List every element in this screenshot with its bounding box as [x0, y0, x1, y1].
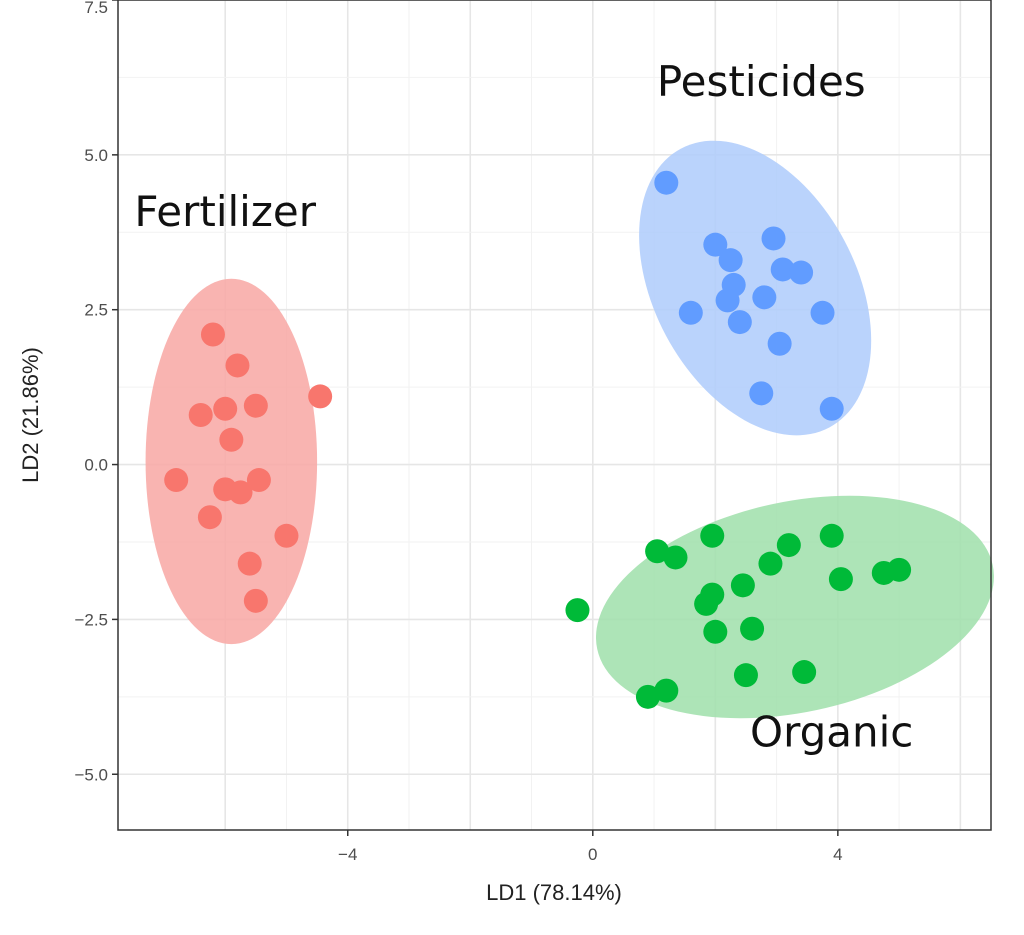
data-point-pesticides — [703, 232, 728, 257]
group-labels: Pesticides Fertilizer Organic — [134, 57, 913, 756]
data-point-organic — [792, 660, 817, 685]
x-axis-title: LD1 (78.14%) — [486, 880, 622, 905]
y-tick-label: 2.5 — [84, 301, 108, 320]
data-point-pesticides — [789, 260, 814, 285]
data-point-organic — [635, 684, 660, 709]
data-point-pesticides — [749, 381, 774, 406]
data-point-fertilizer — [237, 551, 262, 576]
data-point-fertilizer — [200, 322, 225, 347]
data-point-fertilizer — [197, 505, 222, 530]
data-point-organic — [654, 678, 679, 703]
data-point-organic — [828, 567, 853, 592]
data-point-pesticides — [654, 170, 679, 195]
data-point-pesticides — [752, 285, 777, 310]
data-point-pesticides — [678, 300, 703, 325]
y-tick-label: −2.5 — [74, 610, 108, 629]
data-point-fertilizer — [213, 396, 238, 421]
y-tick-label: 5.0 — [84, 146, 108, 165]
data-point-fertilizer — [243, 588, 268, 613]
data-point-fertilizer — [225, 353, 250, 378]
data-point-pesticides — [718, 248, 743, 273]
data-point-pesticides — [727, 310, 752, 335]
x-tick-label: 4 — [833, 845, 842, 864]
group-label-pesticides: Pesticides — [657, 57, 866, 106]
axis-ticks: −4 0 4 7.5 5.0 2.5 0.0 −2.5 −5.0 — [74, 0, 843, 864]
data-point-fertilizer — [219, 427, 244, 452]
data-point-fertilizer — [246, 468, 271, 493]
group-ellipse-pesticides — [639, 140, 872, 436]
data-point-organic — [694, 591, 719, 616]
data-point-pesticides — [767, 331, 792, 356]
x-tick-label: 0 — [588, 845, 597, 864]
data-point-organic — [733, 663, 758, 688]
y-tick-label: 7.5 — [84, 0, 108, 17]
data-point-fertilizer — [228, 480, 253, 505]
group-ellipse-fertilizer — [145, 278, 318, 645]
data-point-organic — [819, 523, 844, 548]
y-tick-label: 0.0 — [84, 456, 108, 475]
data-point-fertilizer — [188, 403, 213, 427]
data-point-pesticides — [715, 288, 740, 313]
y-axis-title: LD2 (21.86%) — [18, 347, 43, 483]
data-point-organic — [663, 545, 688, 570]
group-ellipse-organic — [595, 495, 994, 719]
x-tick-label: −4 — [338, 845, 357, 864]
data-point-pesticides — [770, 257, 795, 282]
data-point-organic — [776, 533, 801, 558]
group-label-organic: Organic — [750, 707, 913, 756]
data-points — [164, 170, 912, 709]
y-tick-label: −5.0 — [74, 765, 108, 784]
data-point-organic — [700, 523, 725, 548]
data-point-fertilizer — [274, 523, 299, 548]
data-point-organic — [740, 616, 765, 641]
group-label-fertilizer: Fertilizer — [134, 187, 316, 236]
data-point-organic — [730, 573, 755, 598]
panel-border — [117, 0, 992, 831]
data-point-pesticides — [819, 396, 844, 421]
data-point-organic — [565, 598, 590, 623]
data-point-organic — [703, 619, 728, 644]
data-point-organic — [645, 539, 670, 564]
data-point-organic — [758, 551, 783, 576]
data-point-fertilizer — [164, 468, 189, 493]
group-ellipses — [145, 140, 994, 719]
data-point-organic — [887, 557, 912, 582]
data-point-fertilizer — [243, 393, 268, 418]
data-point-fertilizer — [308, 384, 333, 409]
data-point-pesticides — [810, 300, 835, 325]
data-point-pesticides — [761, 226, 786, 251]
